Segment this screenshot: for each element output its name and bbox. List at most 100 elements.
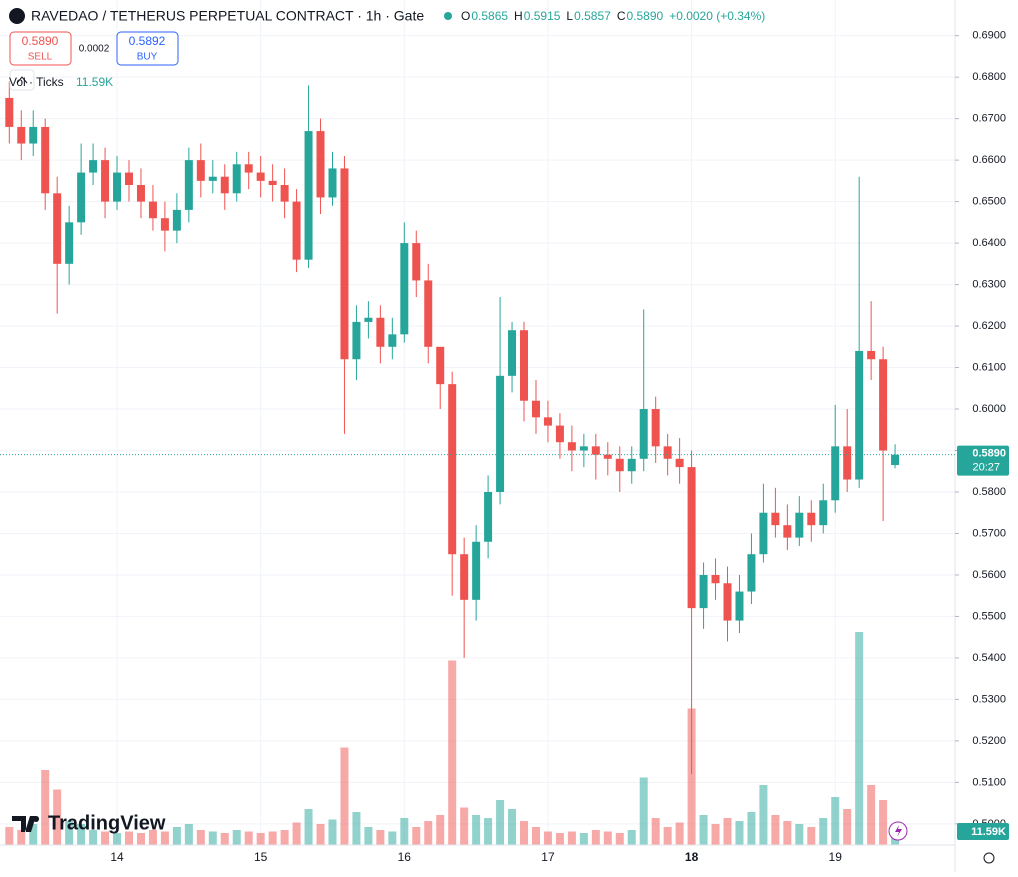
- sell-label[interactable]: SELL: [28, 52, 53, 63]
- candle-body: [555, 425, 564, 443]
- volume-bar: [77, 824, 86, 845]
- axes: 0.50000.51000.52000.53000.54000.55000.56…: [0, 30, 1009, 864]
- volume-bar: [807, 827, 816, 845]
- candle-body: [460, 554, 469, 600]
- candle-layer: [5, 81, 900, 775]
- x-tick-label: 14: [110, 850, 124, 864]
- candle-body: [591, 446, 600, 455]
- buy-button[interactable]: [116, 31, 179, 66]
- volume-bar: [711, 824, 720, 845]
- ohlc-value: 0.5857: [574, 9, 611, 23]
- y-tick-label: 0.6300: [972, 278, 1006, 290]
- volume-bar: [424, 821, 433, 845]
- volume-value: 11.59K: [76, 75, 113, 89]
- volume-bar: [304, 809, 313, 845]
- volume-bar: [603, 831, 612, 845]
- volume-bar: [687, 708, 696, 845]
- volume-bar: [879, 800, 888, 845]
- sell-button[interactable]: [9, 31, 72, 66]
- y-tick-label: 0.6900: [972, 30, 1006, 42]
- candle-body: [747, 554, 756, 592]
- flash-bolt: [895, 825, 902, 837]
- ohlc-letter: H: [514, 9, 523, 23]
- y-tick-label: 0.5400: [972, 652, 1006, 664]
- candle-body: [496, 375, 505, 492]
- candle-body: [220, 176, 229, 194]
- volume-bar: [723, 818, 732, 845]
- candle-body: [531, 400, 540, 418]
- y-tick-label: 0.6800: [972, 71, 1006, 83]
- volume-bar: [759, 785, 768, 845]
- volume-bar: [520, 821, 529, 845]
- volume-bar: [160, 831, 169, 845]
- volume-bar: [735, 821, 744, 845]
- volume-bar: [663, 827, 672, 845]
- volume-bar: [196, 830, 205, 845]
- volume-bar: [220, 833, 229, 845]
- candle-body: [424, 280, 433, 347]
- candle-body: [735, 591, 744, 621]
- candle-body: [891, 454, 900, 466]
- candle-body: [41, 126, 50, 194]
- candle-body: [687, 467, 696, 609]
- candle-body: [196, 160, 205, 181]
- candle-body: [855, 350, 864, 480]
- change: +0.0020 (+0.34%): [669, 9, 765, 23]
- volume-bar: [53, 789, 62, 845]
- countdown: 20:27: [972, 462, 1000, 474]
- candle-body: [795, 512, 804, 538]
- volume-bar: [101, 831, 110, 845]
- candle-body: [304, 131, 313, 260]
- y-tick-label: 0.6000: [972, 403, 1006, 415]
- y-tick-label: 0.5600: [972, 569, 1006, 581]
- volume-bar: [867, 785, 876, 845]
- collapse-button[interactable]: [9, 69, 35, 91]
- candle-body: [615, 458, 624, 472]
- volume-axis-label: 11.59K: [971, 826, 1006, 838]
- y-tick-label: 0.6100: [972, 361, 1006, 373]
- candle-body: [663, 446, 672, 459]
- candle-body: [29, 126, 38, 144]
- buy-label[interactable]: BUY: [137, 52, 158, 63]
- volume-bar: [412, 827, 421, 845]
- candle-body: [256, 172, 265, 181]
- y-tick-label: 0.5200: [972, 735, 1006, 747]
- y-tick-label: 0.5300: [972, 693, 1006, 705]
- candle-body: [232, 164, 241, 194]
- candle-body: [280, 185, 289, 202]
- volume-bar: [184, 824, 193, 845]
- candle-body: [17, 126, 26, 144]
- volume-bar: [41, 770, 50, 845]
- x-tick-label: 15: [254, 850, 268, 864]
- spread: 0.0002: [79, 44, 110, 55]
- y-tick-label: 0.6600: [972, 154, 1006, 166]
- settings-icon[interactable]: [983, 852, 995, 864]
- candle-body: [807, 512, 816, 526]
- candle-body: [316, 131, 325, 198]
- candle-body: [567, 442, 576, 451]
- volume-bar: [543, 831, 552, 845]
- candle-body: [89, 160, 98, 173]
- volume-bar: [376, 830, 385, 845]
- volume-bar: [747, 812, 756, 845]
- sell-price[interactable]: 0.5890: [22, 34, 59, 48]
- ohlc-value: 0.5915: [524, 9, 561, 23]
- candle-body: [148, 201, 157, 219]
- symbol-icon[interactable]: [9, 8, 25, 24]
- y-tick-label: 0.6500: [972, 196, 1006, 208]
- volume-bar: [136, 833, 145, 845]
- candle-body: [364, 317, 373, 322]
- buy-price[interactable]: 0.5892: [129, 34, 166, 48]
- candle-body: [208, 176, 217, 181]
- volume-bar: [591, 830, 600, 845]
- x-tick-label: 18: [685, 850, 699, 864]
- logo-text: TradingView: [48, 812, 166, 834]
- candle-body: [484, 491, 493, 542]
- candle-body: [867, 350, 876, 360]
- candle-body: [436, 346, 445, 385]
- candle-body: [879, 359, 888, 451]
- volume-bar: [448, 660, 457, 845]
- symbol-title[interactable]: RAVEDAO / TETHERUS PERPETUAL CONTRACT · …: [31, 8, 424, 24]
- candle-body: [412, 243, 421, 281]
